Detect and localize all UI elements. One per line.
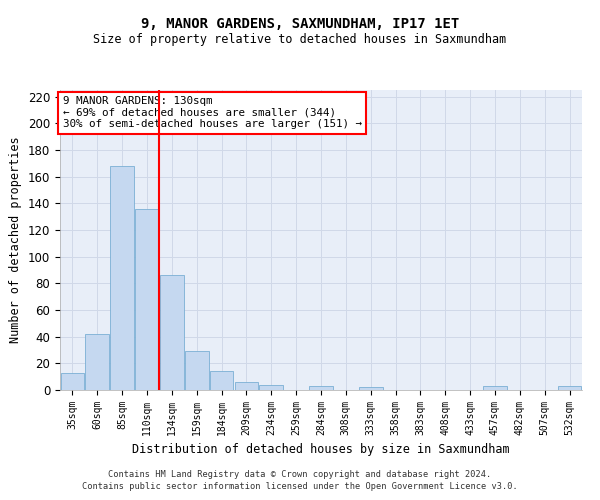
Text: 9, MANOR GARDENS, SAXMUNDHAM, IP17 1ET: 9, MANOR GARDENS, SAXMUNDHAM, IP17 1ET [141, 18, 459, 32]
Bar [110, 166, 134, 390]
Text: Size of property relative to detached houses in Saxmundham: Size of property relative to detached ho… [94, 32, 506, 46]
Bar [185, 352, 209, 390]
Bar [210, 372, 233, 390]
Bar [483, 386, 507, 390]
Bar [135, 208, 159, 390]
Text: Contains HM Land Registry data © Crown copyright and database right 2024.: Contains HM Land Registry data © Crown c… [109, 470, 491, 479]
Bar [160, 276, 184, 390]
Bar [359, 388, 383, 390]
Bar [259, 384, 283, 390]
X-axis label: Distribution of detached houses by size in Saxmundham: Distribution of detached houses by size … [132, 444, 510, 456]
Bar [558, 386, 581, 390]
Text: 9 MANOR GARDENS: 130sqm
← 69% of detached houses are smaller (344)
30% of semi-d: 9 MANOR GARDENS: 130sqm ← 69% of detache… [62, 96, 362, 129]
Y-axis label: Number of detached properties: Number of detached properties [10, 136, 22, 344]
Bar [61, 372, 84, 390]
Text: Contains public sector information licensed under the Open Government Licence v3: Contains public sector information licen… [82, 482, 518, 491]
Bar [85, 334, 109, 390]
Bar [235, 382, 258, 390]
Bar [309, 386, 333, 390]
